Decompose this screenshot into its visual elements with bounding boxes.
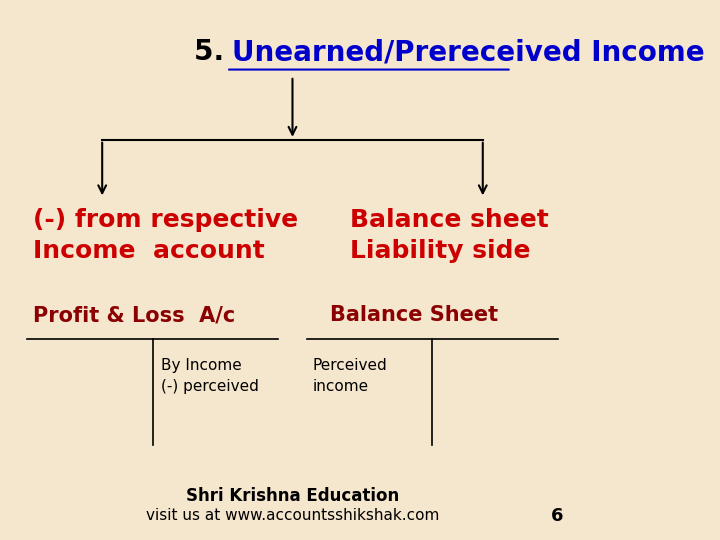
Text: Balance Sheet: Balance Sheet xyxy=(330,305,498,325)
Text: By Income
(-) perceived: By Income (-) perceived xyxy=(161,359,259,394)
Text: visit us at www.accountsshikshak.com: visit us at www.accountsshikshak.com xyxy=(145,508,439,523)
Text: Unearned/Prereceived Income: Unearned/Prereceived Income xyxy=(232,38,705,66)
Text: Profit & Loss  A/c: Profit & Loss A/c xyxy=(33,305,235,325)
Text: Balance sheet
Liability side: Balance sheet Liability side xyxy=(350,208,549,263)
Text: 5.: 5. xyxy=(194,38,234,66)
Text: (-) from respective
Income  account: (-) from respective Income account xyxy=(33,208,298,263)
Text: Perceived
income: Perceived income xyxy=(312,359,387,394)
Text: Shri Krishna Education: Shri Krishna Education xyxy=(186,487,399,505)
Text: 6: 6 xyxy=(551,507,564,525)
